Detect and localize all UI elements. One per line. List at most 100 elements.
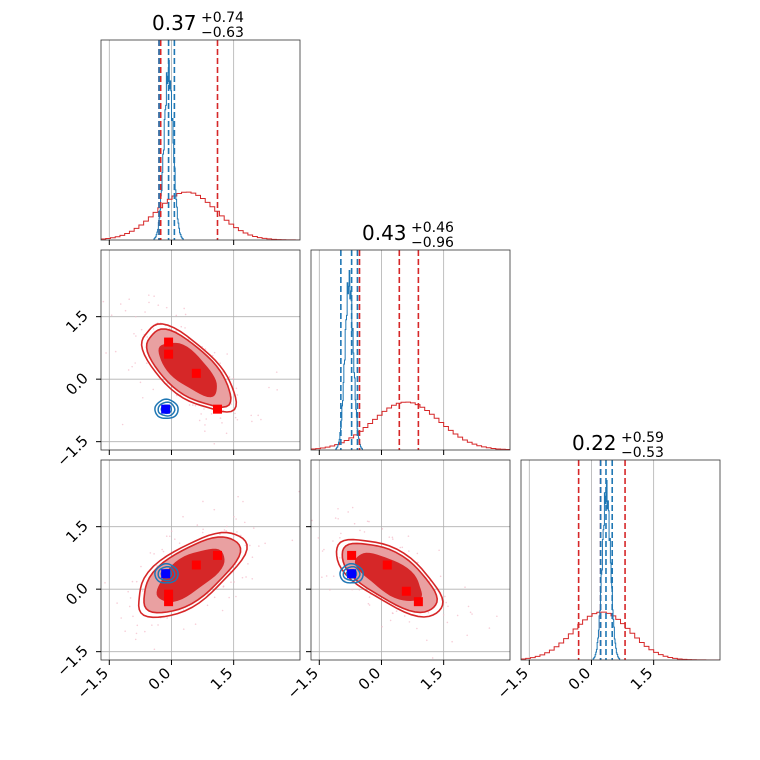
sample-dot [228,376,231,378]
sample-dot [194,623,197,625]
sample-dot [180,325,183,328]
sample-dot [408,621,411,623]
sample-dot [388,536,391,538]
red-histogram-2 [521,611,720,660]
x-tick-label-1-0: −1.5 [284,664,322,702]
sample-dot [116,602,118,604]
red-histogram-0 [101,191,300,240]
sample-dot [132,615,134,618]
sample-dot [175,330,178,332]
sample-dot [321,576,323,579]
frame-1-1 [310,249,511,451]
sample-dot [359,529,361,532]
sample-dot [226,353,228,355]
sample-dot [213,442,216,445]
sample-dot [182,628,185,630]
hist-panel-param-0 [101,40,300,240]
sample-dot [244,544,247,547]
red-square-marker-1 [191,560,201,570]
sample-dot [471,613,473,615]
sample-dot [236,418,239,421]
sample-dot [241,576,244,579]
sample-dot [251,577,254,580]
sample-dot [247,563,249,565]
sample-dot [252,527,255,529]
x-tick-label-2-2: 1.5 [627,664,657,694]
sample-dot [182,515,184,518]
sample-dot [447,605,449,608]
sample-dot [200,413,202,415]
sample-dot [321,550,324,552]
sample-dot [133,332,135,335]
red-contour-outer [137,531,248,619]
sample-dot [239,534,242,537]
sample-dot [168,535,171,538]
panel-1-title-plus: +0.46 [411,220,454,236]
sample-dot [233,515,235,518]
sample-dot [127,590,129,593]
sample-dot [257,414,259,417]
x-tick-label-0-0: −1.5 [74,664,112,702]
sample-dot [234,412,236,415]
sample-dot [204,348,207,350]
sample-dot [204,430,206,432]
y-tick-label-2-1: 0.0 [62,579,92,609]
x-tick-label-1-2: 1.5 [417,664,447,694]
sample-dot [166,617,168,619]
sample-dot [395,610,398,612]
sample-dot [119,303,122,305]
sample-dot [367,602,370,605]
sample-dot [368,596,371,598]
sample-dot [496,615,498,618]
panel-1-title-minus: −0.96 [411,235,454,251]
sample-dot [165,535,168,538]
sample-dot [157,304,160,306]
sample-dot [337,507,339,510]
contour-panel-2-1 [291,460,510,660]
sample-dot [165,306,168,309]
sample-dot [264,542,266,545]
sample-dot [445,601,448,604]
sample-dot [347,511,349,513]
sample-dot [149,552,152,554]
sample-dot [325,575,328,577]
blue-contour-0 [339,562,364,584]
sample-dot [403,615,406,617]
sample-dot [275,371,278,373]
sample-dot [466,634,468,637]
sample-dot [391,538,394,540]
x-tick-label-2-0: −1.5 [494,664,532,702]
sample-dot [291,511,293,513]
sample-dot [317,537,320,539]
sample-dot [488,627,491,629]
sample-dot [235,387,238,390]
y-tick-label-2-2: 1.5 [62,517,92,547]
sample-dot [260,418,262,421]
sample-dot [416,627,418,630]
sample-dot [135,580,138,583]
red-square-marker-3 [212,404,222,414]
sample-dot [329,589,331,591]
panel-2-title-plus: +0.59 [621,430,664,446]
sample-dot [134,638,137,641]
sample-dot [230,403,233,405]
sample-dot [243,521,246,524]
sample-dot [151,624,153,626]
sample-dot [431,657,434,659]
sample-dot [332,575,335,578]
sample-dot [153,295,155,297]
sample-dot [213,596,216,599]
red-square-marker-2 [191,368,201,378]
sample-dot [141,590,144,592]
sample-dot [64,227,66,229]
x-tick-label-1-1: 0.0 [355,664,385,694]
contour-panel-2-0 [101,460,300,660]
frame-2-2 [520,459,721,661]
sample-dot [268,386,270,389]
sample-dot [235,595,237,598]
red-square-marker-0 [164,337,174,347]
sample-dot [141,396,144,399]
sample-dot [152,388,155,391]
blue-square-marker-0 [161,569,171,579]
